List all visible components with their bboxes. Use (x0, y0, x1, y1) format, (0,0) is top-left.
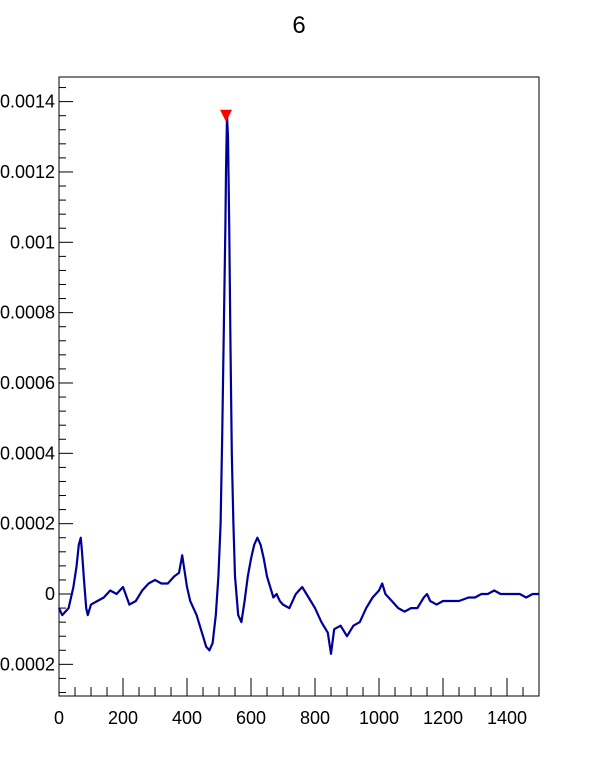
y-tick-label: 0.001 (10, 232, 55, 252)
marker-layer (220, 109, 233, 122)
y-tick-label: 0 (45, 584, 55, 604)
x-axis-ticks (58, 678, 540, 696)
y-tick-label: -0.0002 (0, 654, 55, 674)
x-tick-labels: 0 200 400 600 800 1000 1200 1400 (54, 708, 527, 728)
x-tick-label: 1000 (359, 708, 399, 728)
x-tick-label: 600 (236, 708, 266, 728)
y-tick-label: 0.0004 (0, 443, 55, 463)
data-series-line (57, 114, 539, 655)
x-tick-label: 400 (172, 708, 202, 728)
peak-marker (220, 109, 233, 122)
y-tick-label: 0.0012 (0, 162, 55, 182)
x-tick-label: 800 (300, 708, 330, 728)
series-layer (57, 114, 539, 655)
x-tick-label: 0 (54, 708, 64, 728)
chart-title: 6 (292, 12, 306, 39)
y-tick-label: 0.0006 (0, 373, 55, 393)
y-axis-ticks (59, 87, 73, 693)
x-tick-label: 200 (108, 708, 138, 728)
y-tick-labels: -0.0002 0 0.0002 0.0004 0.0006 0.0008 0.001 0.0… (0, 92, 55, 675)
y-tick-label: 0.0008 (0, 303, 55, 323)
y-tick-label: 0.0002 (0, 514, 55, 534)
x-tick-label: 1400 (487, 708, 527, 728)
y-tick-label: 0.0014 (0, 92, 55, 112)
x-tick-label: 1200 (423, 708, 463, 728)
